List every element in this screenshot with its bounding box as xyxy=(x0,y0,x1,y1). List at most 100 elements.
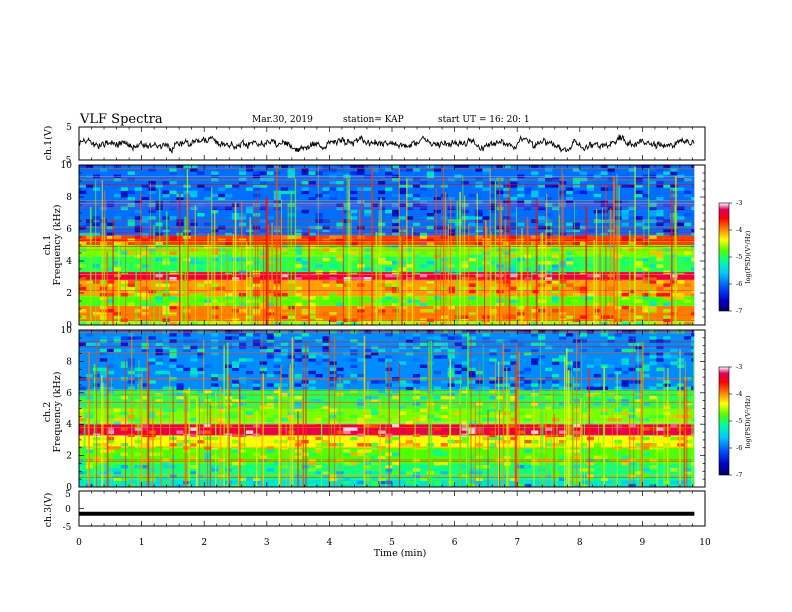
psd-cell xyxy=(294,206,302,211)
psd-cell xyxy=(169,171,177,175)
psd-cell xyxy=(120,458,128,463)
psd-cell xyxy=(169,251,177,255)
psd-cell xyxy=(517,193,525,198)
psd-cell xyxy=(517,200,525,204)
psd-cell xyxy=(357,345,365,350)
psd-cell xyxy=(614,424,622,428)
psd-cell xyxy=(468,474,476,478)
psd-cell xyxy=(238,309,247,313)
psd-cell xyxy=(579,414,588,419)
psd-cell xyxy=(607,171,615,175)
psd-cell xyxy=(447,383,455,387)
psd-cell xyxy=(218,468,226,472)
psd-cell xyxy=(454,264,462,268)
psd-cell xyxy=(614,333,622,337)
psd-cell xyxy=(607,339,615,343)
psd-cell xyxy=(99,312,108,316)
psd-cell xyxy=(468,222,476,227)
psd-cell xyxy=(440,342,448,346)
psd-cell xyxy=(558,439,567,444)
psd-cell xyxy=(586,273,595,278)
psd-cell xyxy=(649,458,657,463)
psd-cell xyxy=(155,342,163,346)
psd-cell xyxy=(468,216,476,220)
psd-cell xyxy=(475,213,483,217)
psd-cell xyxy=(315,339,323,343)
psd-cell xyxy=(621,361,629,365)
psd-cell xyxy=(545,232,553,236)
psd-cell xyxy=(106,222,115,227)
psd-cell xyxy=(190,355,198,359)
psd-cell xyxy=(350,402,358,406)
psd-cell xyxy=(134,427,142,431)
psd-cell xyxy=(218,405,226,409)
psd-cell xyxy=(524,474,532,478)
psd-cell xyxy=(419,318,428,323)
psd-cell xyxy=(99,206,108,211)
psd-cell xyxy=(545,184,553,188)
psd-cell xyxy=(663,402,671,406)
psd-cell xyxy=(106,436,115,441)
psd-cell xyxy=(301,171,309,175)
psd-cell xyxy=(579,241,588,246)
psd-cell xyxy=(642,402,650,406)
psd-cell xyxy=(510,286,518,291)
psd-cell xyxy=(517,197,525,201)
psd-cell xyxy=(524,367,532,372)
psd-cell xyxy=(371,430,379,434)
psd-cell xyxy=(405,424,414,428)
psd-cell xyxy=(218,458,226,463)
psd-cell xyxy=(148,336,156,340)
psd-cell xyxy=(162,351,170,356)
psd-cell xyxy=(329,421,337,425)
psd-cell xyxy=(280,405,288,409)
psd-cell xyxy=(280,296,288,300)
psd-cell xyxy=(433,408,441,412)
psd-cell xyxy=(392,461,400,466)
psd-cell xyxy=(225,296,233,300)
psd-cell xyxy=(197,193,205,198)
psd-cell xyxy=(419,367,428,372)
psd-cell xyxy=(371,446,379,450)
psd-cell xyxy=(134,417,142,422)
psd-cell xyxy=(315,333,323,337)
psd-cell xyxy=(350,241,358,246)
psd-cell xyxy=(621,261,629,265)
psd-cell xyxy=(607,483,615,487)
psd-cell xyxy=(503,280,511,284)
psd-cell xyxy=(656,181,664,185)
psd-cell xyxy=(510,321,518,325)
psd-cell xyxy=(635,342,643,346)
psd-cell xyxy=(635,177,643,182)
psd-cell xyxy=(329,235,337,239)
psd-cell xyxy=(211,345,219,350)
psd-cell xyxy=(614,293,622,297)
psd-cell xyxy=(238,302,247,307)
psd-cell xyxy=(628,471,636,475)
psd-cell xyxy=(419,187,428,191)
psd-cell xyxy=(141,458,149,463)
psd-cell xyxy=(371,443,379,447)
psd-cell xyxy=(350,458,358,463)
psd-cell xyxy=(322,417,330,422)
psd-cell xyxy=(489,348,497,353)
psd-cell xyxy=(204,389,212,394)
psd-cell xyxy=(635,436,643,441)
psd-cell xyxy=(336,187,344,191)
psd-cell xyxy=(524,465,532,469)
psd-cell xyxy=(169,345,177,350)
psd-cell xyxy=(294,302,302,307)
psd-cell xyxy=(113,273,122,278)
psd-cell xyxy=(642,225,650,230)
psd-cell xyxy=(426,443,435,447)
psd-cell xyxy=(169,333,177,337)
psd-cell xyxy=(392,213,400,217)
psd-cell xyxy=(99,315,108,319)
psd-cell xyxy=(412,299,421,303)
psd-cell xyxy=(190,439,198,444)
psd-cell xyxy=(308,312,316,316)
psd-cell xyxy=(600,222,608,227)
psd-cell xyxy=(412,345,421,350)
psd-cell xyxy=(183,339,191,343)
psd-cell xyxy=(412,443,421,447)
